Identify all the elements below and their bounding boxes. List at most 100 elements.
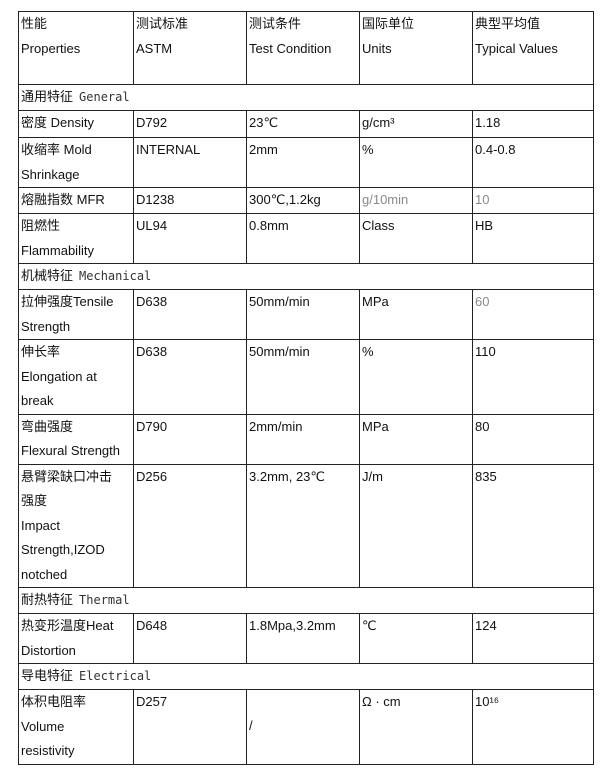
section-title: 耐热特征 Thermal <box>18 587 594 614</box>
section-title-zh: 通用特征 <box>21 89 74 104</box>
header-astm: 测试标准 ASTM <box>133 11 247 85</box>
astm-value: D790 <box>136 418 168 434</box>
astm-value: D1238 <box>136 192 175 207</box>
condition-cell: 23℃ <box>246 110 360 138</box>
property-label: 收缩率 Mold <box>21 142 92 157</box>
units-cell: ℃ <box>359 613 473 664</box>
header-units: 国际单位 Units <box>359 11 473 85</box>
units-value: g/10min <box>362 192 409 207</box>
value-cell: 10 <box>472 187 594 214</box>
section-row-thermal: 耐热特征 Thermal <box>18 587 594 614</box>
astm-value: D638 <box>136 294 168 309</box>
property-label: Shrinkage <box>21 166 80 182</box>
header-zh: 典型平均值 <box>475 16 541 31</box>
property-label: 强度 <box>21 493 48 508</box>
condition-cell: 0.8mm <box>246 213 360 264</box>
astm-value: UL94 <box>136 218 168 233</box>
table-row: 热变形温度Heat Distortion D648 1.8Mpa,3.2mm ℃ 124 <box>18 613 594 664</box>
value-value: 10 <box>475 192 490 207</box>
section-row-electrical: 导电特征 Electrical <box>18 663 594 690</box>
units-cell: MPa <box>359 289 473 340</box>
property-cell: 伸长率 Elongation at break <box>18 339 134 415</box>
header-en: ASTM <box>136 40 173 56</box>
section-title-zh: 导电特征 <box>21 668 74 683</box>
astm-cell: INTERNAL <box>133 137 247 188</box>
value-cell: 835 <box>472 463 594 588</box>
units-value: % <box>362 142 374 157</box>
units-cell: % <box>359 339 473 415</box>
condition-value: / <box>249 718 253 733</box>
table-row: 密度 Density D792 23℃ g/cm³ 1.18 <box>18 110 594 138</box>
units-cell: J/m <box>359 463 473 588</box>
units-value: % <box>362 344 374 359</box>
astm-value: D257 <box>136 694 168 709</box>
condition-value: 300℃,1.2kg <box>249 192 321 207</box>
value-cell: 0.4-0.8 <box>472 137 594 188</box>
value-cell: 110 <box>472 339 594 415</box>
property-label: 悬臂梁缺口冲击 <box>21 468 113 484</box>
value-value: 10¹⁶ <box>475 694 500 709</box>
value-value: 80 <box>475 418 490 434</box>
property-label: 熔融指数 MFR <box>21 192 105 207</box>
value-value: 0.4-0.8 <box>475 142 516 157</box>
value-value: HB <box>475 218 494 233</box>
property-cell: 弯曲强度 Flexural Strength <box>18 413 134 465</box>
condition-cell: 1.8Mpa,3.2mm <box>246 613 360 664</box>
astm-value: D256 <box>136 468 168 484</box>
value-value: 1.18 <box>475 115 501 130</box>
units-value: MPa <box>362 418 389 434</box>
condition-cell: 300℃,1.2kg <box>246 187 360 214</box>
units-value: g/cm³ <box>362 115 395 130</box>
section-title: 通用特征 General <box>18 84 594 111</box>
condition-cell: 50mm/min <box>246 339 360 415</box>
units-cell: MPa <box>359 413 473 465</box>
property-label: Flexural Strength <box>21 443 120 458</box>
value-cell: 1.18 <box>472 110 594 138</box>
header-typical-values: 典型平均值 Typical Values <box>472 11 594 85</box>
value-cell: 10¹⁶ <box>472 689 594 765</box>
header-en: Properties <box>21 40 81 56</box>
value-cell: HB <box>472 213 594 264</box>
property-label: 弯曲强度 <box>21 418 74 434</box>
header-zh: 国际单位 <box>362 16 415 31</box>
property-label: 伸长率 <box>21 344 61 359</box>
condition-cell: 3.2mm, 23℃ <box>246 463 360 588</box>
table-row: 悬臂梁缺口冲击 强度 Impact Strength,IZOD notched D256 3… <box>18 463 594 588</box>
header-properties: 性能 Properties <box>18 11 134 85</box>
header-test-condition: 测试条件 Test Condition <box>246 11 360 85</box>
condition-cell: 2mm/min <box>246 413 360 465</box>
value-cell: 124 <box>472 613 594 664</box>
value-value: 835 <box>475 468 497 484</box>
table-row: 伸长率 Elongation at break D638 50mm/min% 110 <box>18 339 594 415</box>
table-row: 弯曲强度 Flexural Strength D790 2mm/min MPa 80 <box>18 413 594 465</box>
units-value: Ω · cm <box>362 694 401 709</box>
section-title-en: Thermal <box>79 593 130 607</box>
header-zh: 性能 <box>21 16 48 31</box>
value-value: 124 <box>475 618 497 633</box>
property-cell: 收缩率 Mold Shrinkage <box>18 137 134 188</box>
header-en: Units <box>362 40 392 56</box>
astm-value: D792 <box>136 115 168 130</box>
condition-value: 2mm <box>249 142 278 157</box>
property-label: Impact <box>21 517 61 533</box>
property-label: Distortion <box>21 642 76 658</box>
condition-value: 23℃ <box>249 115 279 130</box>
astm-cell: D648 <box>133 613 247 664</box>
property-label: Elongation at <box>21 368 97 384</box>
property-label: Strength <box>21 318 71 334</box>
table-row: 熔融指数 MFR D1238 300℃,1.2kg g/10min 10 <box>18 187 594 214</box>
section-title: 导电特征 Electrical <box>18 663 594 690</box>
property-label: 阻燃性 <box>21 218 61 233</box>
value-value: 110 <box>475 344 496 359</box>
property-cell: 体积电阻率 Volume resistivity <box>18 689 134 765</box>
condition-value: 2mm/min <box>249 418 303 434</box>
astm-cell: D1238 <box>133 187 247 214</box>
property-label: break <box>21 393 54 408</box>
header-en: Typical Values <box>475 40 558 56</box>
condition-cell: / <box>246 689 360 765</box>
astm-cell: D638 <box>133 339 247 415</box>
property-label: 体积电阻率 <box>21 694 87 709</box>
astm-value: INTERNAL <box>136 142 201 157</box>
table-row: 拉伸强度Tensile Strength D638 50mm/min MPa 60 <box>18 289 594 340</box>
property-cell: 热变形温度Heat Distortion <box>18 613 134 664</box>
